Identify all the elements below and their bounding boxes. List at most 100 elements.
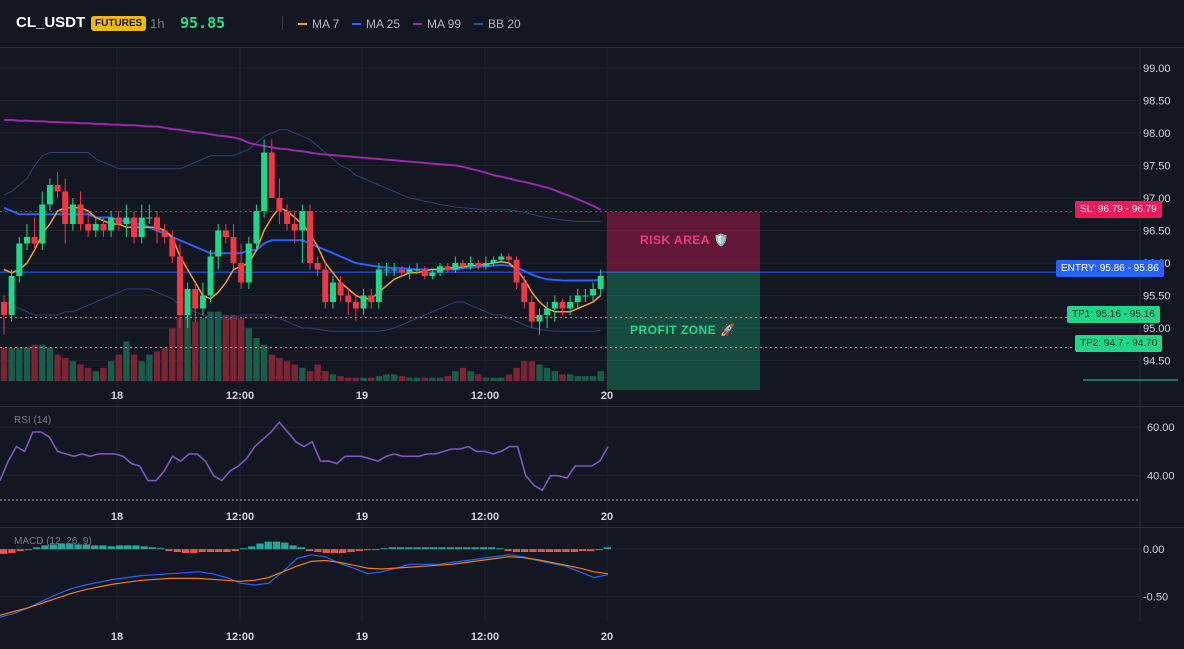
symbol-name[interactable]: CL_USDT	[16, 14, 86, 31]
candle-body	[551, 302, 558, 309]
volume-bar	[115, 354, 122, 381]
volume-bar	[444, 376, 451, 381]
volume-bar	[283, 361, 291, 381]
x-tick-label: 12:00	[226, 390, 254, 402]
macd-histogram-bar	[206, 549, 215, 552]
volume-bar	[436, 377, 444, 381]
candle-body	[92, 224, 99, 231]
candle-body	[590, 289, 597, 296]
header-separator	[0, 47, 1184, 48]
macd-separator	[0, 527, 1184, 528]
volume-bar	[268, 354, 275, 381]
ma99-line	[4, 119, 602, 211]
macd-histogram-bar	[578, 549, 587, 552]
volume-bar	[543, 367, 551, 381]
macd-histogram-bar	[107, 546, 115, 550]
macd-histogram-bar	[396, 547, 405, 550]
profit-zone-label: PROFIT ZONE 🚀	[630, 323, 736, 337]
price-y-tick: 98.00	[1143, 128, 1171, 140]
candle-body	[77, 204, 84, 224]
candle-body	[597, 276, 604, 289]
volume-bar	[352, 377, 360, 381]
x-tick-label: 12:00	[471, 631, 499, 643]
macd-histogram-bar	[231, 549, 239, 552]
legend-ma25[interactable]: MA 25	[352, 17, 400, 31]
macd-histogram-bar	[66, 543, 74, 550]
candle-body	[169, 237, 176, 257]
bb-lower-line	[3, 288, 601, 332]
candle-body	[521, 282, 528, 302]
macd-histogram-bar	[124, 545, 132, 550]
macd-histogram-bar	[355, 549, 363, 552]
macd-histogram-bar	[314, 549, 322, 552]
candle-body	[536, 315, 543, 322]
macd-histogram-bar	[496, 548, 504, 550]
volume-bar	[597, 371, 604, 381]
volume-bar	[360, 377, 367, 381]
macd-histogram-bar	[281, 542, 289, 550]
volume-bar	[77, 364, 84, 381]
candle-body	[146, 217, 153, 219]
macd-histogram-bar	[330, 549, 339, 553]
volume-bar	[421, 377, 428, 381]
macd-histogram-bar	[463, 547, 471, 550]
candle-body	[406, 269, 413, 273]
futures-badge: FUTURES	[91, 16, 147, 31]
macd-histogram-bar	[0, 549, 8, 554]
candle-body	[161, 230, 168, 237]
macd-histogram-bar	[421, 547, 430, 550]
candle-body	[429, 272, 436, 276]
volume-bar	[482, 377, 490, 381]
macd-histogram-bar	[256, 543, 264, 550]
macd-histogram-bar	[99, 545, 107, 550]
macd-histogram-bar	[554, 549, 562, 552]
candle-body	[314, 263, 321, 270]
price-y-tick: 94.50	[1143, 356, 1171, 368]
entry-tag: ENTRY: 95.86 - 95.86	[1056, 260, 1164, 277]
candle-body	[207, 256, 214, 296]
candle-body	[475, 263, 482, 267]
macd-histogram-bar	[157, 548, 165, 550]
macd-histogram-bar	[405, 547, 413, 550]
candle-body	[46, 185, 53, 205]
interval-label[interactable]: 1h	[150, 16, 165, 31]
last-price: 95.85	[180, 14, 226, 32]
macd-histogram-bar	[380, 548, 388, 550]
macd-label: MACD (12, 26, 9)	[14, 536, 92, 547]
legend-bb20[interactable]: BB 20	[474, 17, 521, 31]
volume-bar	[566, 374, 574, 381]
x-tick-label: 20	[601, 511, 613, 523]
candle-body	[54, 185, 61, 192]
candle-body	[460, 263, 466, 267]
volume-bar	[92, 371, 99, 381]
legend-ma99[interactable]: MA 99	[413, 17, 461, 31]
volume-bar	[559, 374, 566, 381]
candle-body	[452, 263, 459, 270]
macd-histogram-bar	[215, 549, 223, 552]
volume-bar	[413, 377, 421, 381]
macd-histogram-bar	[239, 548, 248, 550]
macd-histogram-bar	[430, 547, 438, 550]
price-y-tick: 98.50	[1143, 96, 1171, 108]
candle-body	[215, 230, 222, 257]
volume-bar	[345, 377, 352, 381]
rsi-y-tick: 40.00	[1147, 471, 1175, 483]
candle-body	[230, 237, 237, 263]
volume-bar	[69, 361, 77, 381]
candle-body	[253, 211, 260, 244]
macd-histogram-bar	[132, 545, 140, 550]
candle-body	[414, 269, 421, 271]
volume-bar	[215, 311, 222, 381]
macd-histogram-bar	[479, 547, 487, 550]
macd-histogram-bar	[82, 544, 90, 550]
x-tick-label: 18	[111, 631, 123, 643]
volume-bar	[0, 348, 8, 381]
x-tick-label: 12:00	[226, 631, 254, 643]
volume-bar	[551, 371, 558, 381]
macd-histogram-bar	[297, 547, 305, 550]
candle-body	[199, 295, 206, 309]
macd-histogram-bar	[289, 545, 297, 550]
legend-ma7[interactable]: MA 7	[298, 17, 339, 31]
x-tick-label: 12:00	[226, 511, 254, 523]
